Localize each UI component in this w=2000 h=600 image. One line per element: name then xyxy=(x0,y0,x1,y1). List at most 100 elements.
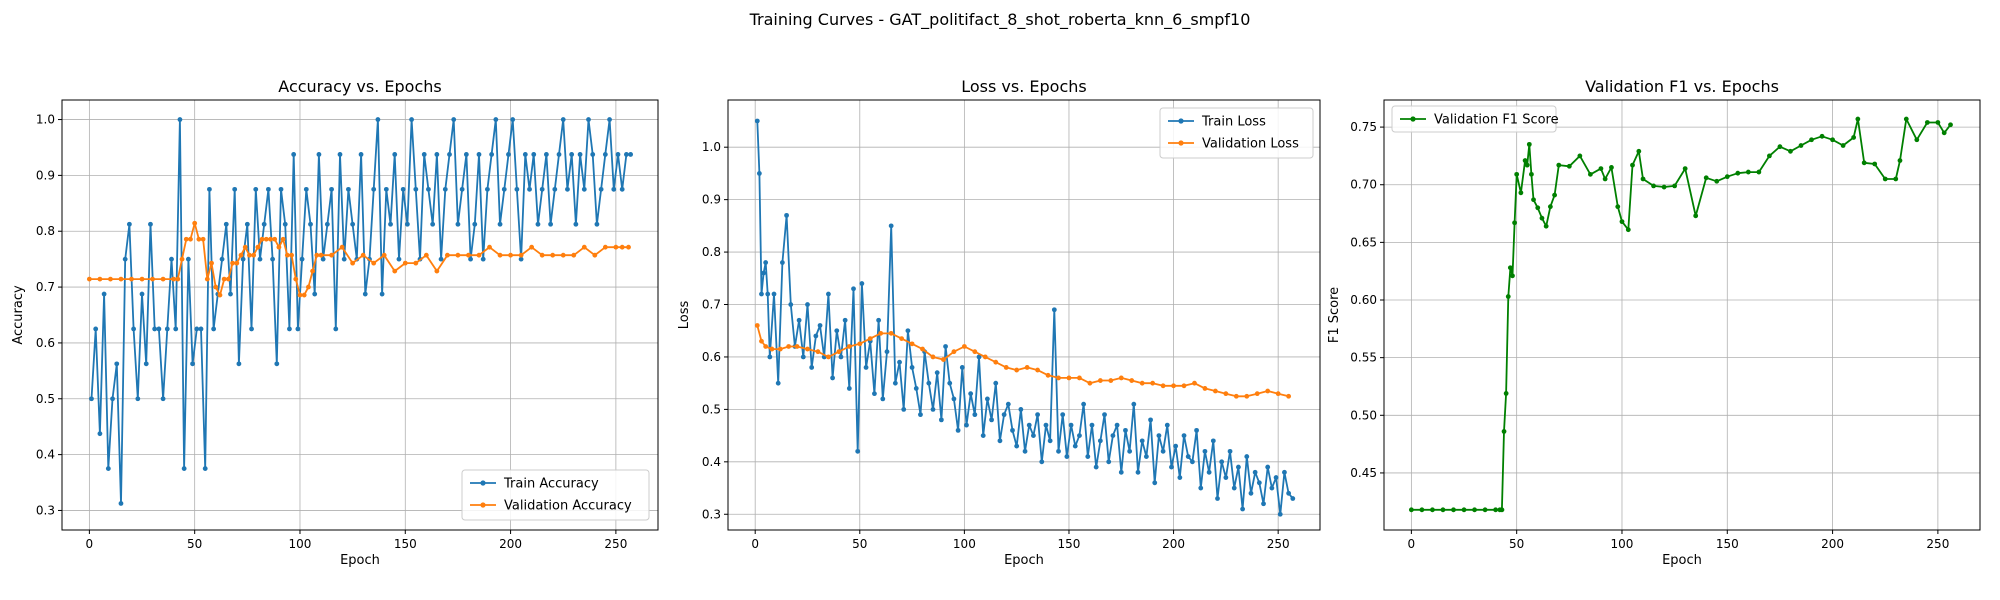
data-point xyxy=(867,336,873,341)
data-point xyxy=(1482,507,1488,513)
data-point xyxy=(1526,141,1532,147)
data-point xyxy=(1118,469,1124,475)
data-point xyxy=(1619,219,1625,225)
data-point xyxy=(1512,220,1517,226)
data-point xyxy=(263,236,269,242)
y-tick-label: 0.65 xyxy=(1350,235,1377,249)
data-point xyxy=(244,221,250,227)
data-point xyxy=(1893,176,1899,182)
y-tick-label: 0.7 xyxy=(36,280,55,294)
data-point xyxy=(592,252,598,258)
data-point xyxy=(930,354,936,360)
data-point xyxy=(392,268,398,274)
y-tick-label: 0.50 xyxy=(1350,408,1377,422)
data-point xyxy=(1269,485,1275,491)
data-point xyxy=(320,256,326,262)
data-point xyxy=(611,186,617,192)
data-point xyxy=(951,396,957,402)
y-tick-label: 0.8 xyxy=(702,245,721,259)
data-point xyxy=(259,236,265,242)
data-point xyxy=(1507,265,1513,271)
data-point xyxy=(1233,393,1239,399)
data-point xyxy=(1672,183,1678,189)
data-point xyxy=(303,186,309,192)
data-point xyxy=(148,221,153,227)
data-point xyxy=(324,221,330,227)
data-point xyxy=(375,117,381,122)
data-point xyxy=(164,326,170,332)
x-tick-label: 0 xyxy=(86,537,94,551)
y-tick-label: 0.4 xyxy=(702,455,721,469)
data-point xyxy=(297,292,303,298)
data-point xyxy=(1169,464,1174,470)
data-point xyxy=(1035,412,1040,418)
legend-box xyxy=(1159,107,1314,159)
data-point xyxy=(531,152,537,157)
data-point xyxy=(358,152,364,157)
data-point xyxy=(1181,433,1187,439)
data-point xyxy=(316,152,322,157)
data-point xyxy=(1472,507,1477,513)
data-point xyxy=(529,244,535,250)
legend-swatch-marker xyxy=(1410,116,1416,122)
x-tick-label: 250 xyxy=(1926,537,1949,551)
data-point xyxy=(1123,427,1128,433)
x-tick-label: 50 xyxy=(1509,537,1524,551)
data-point xyxy=(314,252,320,258)
data-point xyxy=(339,244,345,250)
y-axis-label: Loss xyxy=(677,301,692,330)
data-point xyxy=(1809,137,1814,143)
data-point xyxy=(1114,422,1120,428)
data-point xyxy=(1143,454,1149,459)
data-point xyxy=(826,291,831,297)
y-tick-label: 0.75 xyxy=(1350,120,1377,134)
data-point xyxy=(880,396,886,402)
data-point xyxy=(1819,133,1825,139)
data-point xyxy=(1286,490,1292,496)
data-point xyxy=(878,330,884,336)
y-tick-label: 0.70 xyxy=(1350,178,1377,192)
y-tick-label: 0.3 xyxy=(702,507,721,521)
y-tick-label: 0.5 xyxy=(702,402,721,416)
data-point xyxy=(371,260,377,266)
data-point xyxy=(514,186,520,192)
data-point xyxy=(1630,162,1635,168)
data-point xyxy=(381,252,387,258)
data-point xyxy=(213,284,219,290)
data-point xyxy=(1045,372,1051,378)
chart-title: Loss vs. Epochs xyxy=(961,77,1086,96)
data-point xyxy=(131,326,137,332)
data-point xyxy=(293,276,299,282)
data-point xyxy=(1615,204,1621,210)
data-point xyxy=(980,433,986,439)
legend: Validation F1 Score xyxy=(1391,105,1559,133)
data-point xyxy=(1014,443,1020,449)
y-tick-label: 0.55 xyxy=(1350,351,1377,365)
data-point xyxy=(1556,162,1562,168)
data-point xyxy=(872,391,877,397)
data-point xyxy=(1566,163,1572,169)
data-point xyxy=(786,344,792,349)
data-point xyxy=(964,422,969,428)
data-point xyxy=(1223,475,1229,480)
data-point xyxy=(968,391,974,397)
data-point xyxy=(152,326,158,332)
data-point xyxy=(261,221,267,227)
data-point xyxy=(404,221,410,227)
data-point xyxy=(941,357,946,362)
data-point xyxy=(413,186,419,192)
chart-panel-1: 0 50 100 150 200 250 0.3 0.4 0.5 0.6 0.7 0.8 0.9 1.0 A… xyxy=(11,77,659,568)
x-tick-label: 150 xyxy=(1716,537,1739,551)
data-point xyxy=(308,221,313,227)
data-point xyxy=(1275,391,1281,397)
data-point xyxy=(577,152,583,157)
data-point xyxy=(329,186,334,192)
data-point xyxy=(1089,422,1095,428)
data-point xyxy=(767,354,773,360)
data-point xyxy=(581,244,587,250)
y-axis-label: F1 Score xyxy=(1327,287,1342,343)
data-point xyxy=(1408,507,1414,513)
data-point xyxy=(754,118,760,124)
data-point xyxy=(447,152,452,157)
y-tick-label: 0.45 xyxy=(1350,466,1377,480)
